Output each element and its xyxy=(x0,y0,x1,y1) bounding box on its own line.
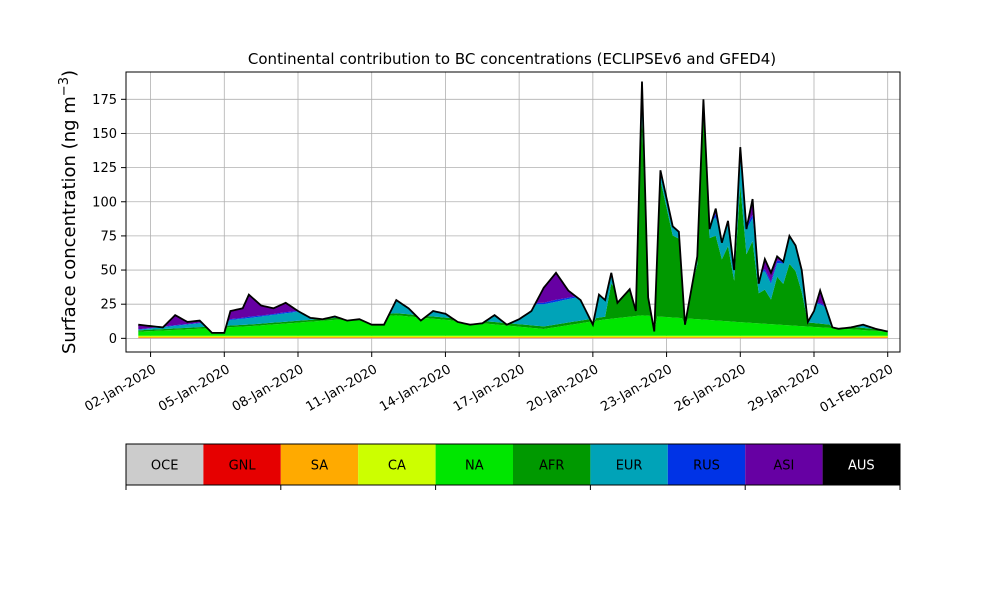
legend-label-eur: EUR xyxy=(616,459,643,474)
legend-label-rus: RUS xyxy=(693,459,720,474)
plot-frame xyxy=(125,71,901,353)
legend-swatch-asi xyxy=(745,444,823,485)
y-axis-title: Surface concentration (ng m−3) xyxy=(57,70,80,354)
legend-label-asi: ASI xyxy=(773,459,794,474)
y-axis-title-close: ) xyxy=(59,70,80,77)
y-tick-label: 25 xyxy=(100,298,117,313)
legend-label-aus: AUS xyxy=(848,459,875,474)
legend-label-sa: SA xyxy=(311,459,328,474)
y-tick-label: 175 xyxy=(92,93,117,108)
legend-swatch-aus xyxy=(822,444,900,485)
y-tick-label: 100 xyxy=(92,195,117,210)
area-ca xyxy=(138,335,888,338)
legend-swatch-afr xyxy=(513,444,591,485)
y-tick-label: 0 xyxy=(109,332,117,347)
y-tick-label: 150 xyxy=(92,127,117,142)
area-sa xyxy=(138,337,888,338)
legend-label-ca: CA xyxy=(388,459,406,474)
legend-label-afr: AFR xyxy=(539,459,564,474)
legend-swatch-na xyxy=(435,444,513,485)
legend-label-na: NA xyxy=(465,459,484,474)
y-tick-label: 125 xyxy=(92,161,117,176)
area-na xyxy=(138,315,888,336)
legend-label-gnl: GNL xyxy=(229,459,257,474)
y-tick-label: 75 xyxy=(100,229,117,244)
chart-title: Continental contribution to BC concentra… xyxy=(248,50,776,68)
legend-frame xyxy=(125,443,901,486)
legend-swatch-gnl xyxy=(203,444,281,485)
legend-swatch-rus xyxy=(667,444,746,485)
y-axis-label: Surface concentration (ng m−3) xyxy=(57,70,80,354)
legend-swatch-sa xyxy=(280,444,359,485)
legend-swatch-ca xyxy=(358,444,436,485)
area-afr xyxy=(138,107,888,333)
total-outline xyxy=(138,81,888,334)
colorbar-legend: OCE GNL SA CA NA AFR EUR RUS ASI AUS xyxy=(125,443,901,490)
legend-swatch-eur xyxy=(590,444,668,485)
y-axis-title-main: Surface concentration (ng m xyxy=(59,96,80,354)
y-axis-title-exponent: −3 xyxy=(57,77,72,96)
legend-swatch-oce xyxy=(126,444,204,485)
legend-label-oce: OCE xyxy=(151,459,179,474)
y-tick-label: 50 xyxy=(100,264,117,279)
